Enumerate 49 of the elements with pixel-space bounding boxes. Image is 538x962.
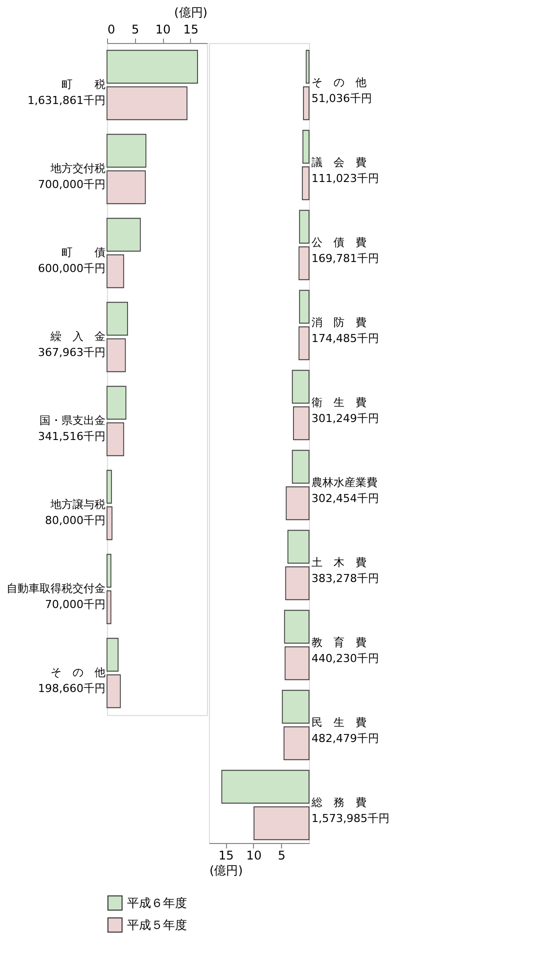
bar: [292, 370, 310, 404]
bar: [299, 210, 310, 244]
bar: [282, 690, 310, 724]
y-tick-label: 衛 生 費 301,249千円: [312, 396, 379, 425]
y-tick-label: 土 木 費 383,278千円: [312, 556, 379, 585]
bar: [286, 486, 310, 520]
y-tick-label: 町 債 600,000千円: [38, 246, 106, 275]
bar: [303, 86, 310, 120]
legend-label: 平成５年度: [127, 918, 187, 932]
legend-label: 平成６年度: [127, 896, 187, 910]
y-tick-label: 教 育 費 440,230千円: [312, 636, 379, 665]
y-tick-label: 町 税 1,631,861千円: [28, 78, 106, 107]
bar: [302, 130, 310, 164]
bar: [285, 566, 310, 600]
x-tick-label: 15: [218, 848, 234, 862]
y-tick-label: 地方譲与税 80,000千円: [45, 498, 106, 527]
bar: [299, 290, 310, 324]
bar: [254, 806, 310, 840]
x-axis-title: (億円): [174, 6, 208, 20]
y-tick-label: 地方交付税 700,000千円: [38, 162, 106, 191]
x-tick-label: 5: [278, 848, 286, 862]
y-tick-label: そ の 他 51,036千円: [312, 76, 372, 105]
y-tick-label: そ の 他 198,660千円: [38, 666, 106, 695]
x-tick-label: 5: [131, 22, 140, 36]
bar: [306, 50, 310, 84]
y-tick-label: 消 防 費 174,485千円: [312, 316, 379, 345]
bar: [284, 610, 310, 644]
bar: [293, 406, 310, 440]
bar: [284, 726, 310, 760]
x-tick-label: 0: [108, 22, 116, 36]
y-tick-label: 国・県支出金 341,516千円: [38, 414, 106, 443]
y-tick-label: 自動車取得税交付金 70,000千円: [6, 582, 106, 611]
x-tick-label: 10: [246, 848, 262, 862]
bar: [298, 246, 310, 280]
bar: [292, 450, 310, 484]
y-tick-label: 農林水産業費 302,454千円: [312, 476, 379, 505]
y-tick-label: 公 債 費 169,781千円: [312, 236, 379, 265]
y-tick-label: 繰 入 金 367,963千円: [38, 330, 106, 359]
bar: [284, 646, 310, 680]
y-tick-label: 民 生 費 482,479千円: [312, 716, 379, 745]
y-tick-label: 総 務 費 1,573,985千円: [310, 796, 390, 825]
bar: [221, 770, 310, 804]
bar: [298, 326, 310, 360]
x-tick-label: 15: [183, 22, 198, 36]
bar: [302, 166, 310, 200]
y-tick-label: 議 会 費 111,023千円: [312, 156, 379, 185]
bar: [287, 530, 310, 564]
x-tick-label: 10: [155, 22, 171, 36]
x-axis-title: (億円): [210, 864, 243, 878]
